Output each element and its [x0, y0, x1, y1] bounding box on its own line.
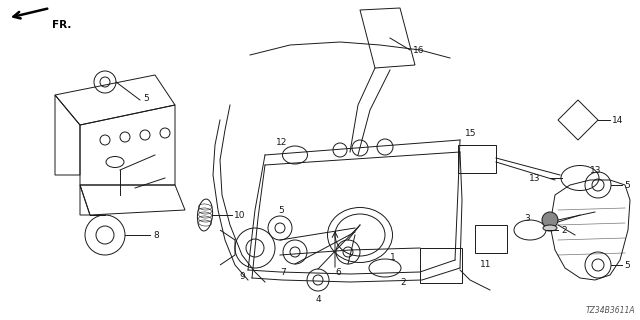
Text: 5: 5	[624, 180, 630, 189]
Bar	[475, 225, 507, 253]
Text: 3: 3	[524, 213, 530, 222]
Text: 12: 12	[276, 138, 288, 147]
Text: 14: 14	[612, 116, 623, 124]
Text: 11: 11	[480, 260, 492, 269]
Text: TZ34B3611A: TZ34B3611A	[586, 306, 635, 315]
Text: 5: 5	[624, 260, 630, 269]
Text: 9: 9	[239, 272, 245, 281]
Text: 6: 6	[335, 268, 341, 277]
Text: 10: 10	[234, 211, 246, 220]
Text: 2: 2	[561, 226, 566, 235]
Text: 5: 5	[143, 93, 148, 102]
Circle shape	[542, 212, 558, 228]
Ellipse shape	[543, 225, 557, 231]
Bar	[458, 145, 496, 173]
Text: 8: 8	[153, 230, 159, 239]
Text: 2: 2	[400, 278, 406, 287]
Text: FR.: FR.	[52, 20, 72, 30]
Text: 16: 16	[413, 45, 424, 54]
Text: 4: 4	[315, 295, 321, 304]
Text: 15: 15	[465, 129, 477, 138]
Text: 5: 5	[278, 206, 284, 215]
Bar	[420, 248, 462, 283]
Text: 1: 1	[390, 252, 396, 261]
Text: 13: 13	[590, 166, 602, 175]
Text: 7: 7	[280, 268, 286, 277]
Text: 13: 13	[529, 173, 540, 182]
